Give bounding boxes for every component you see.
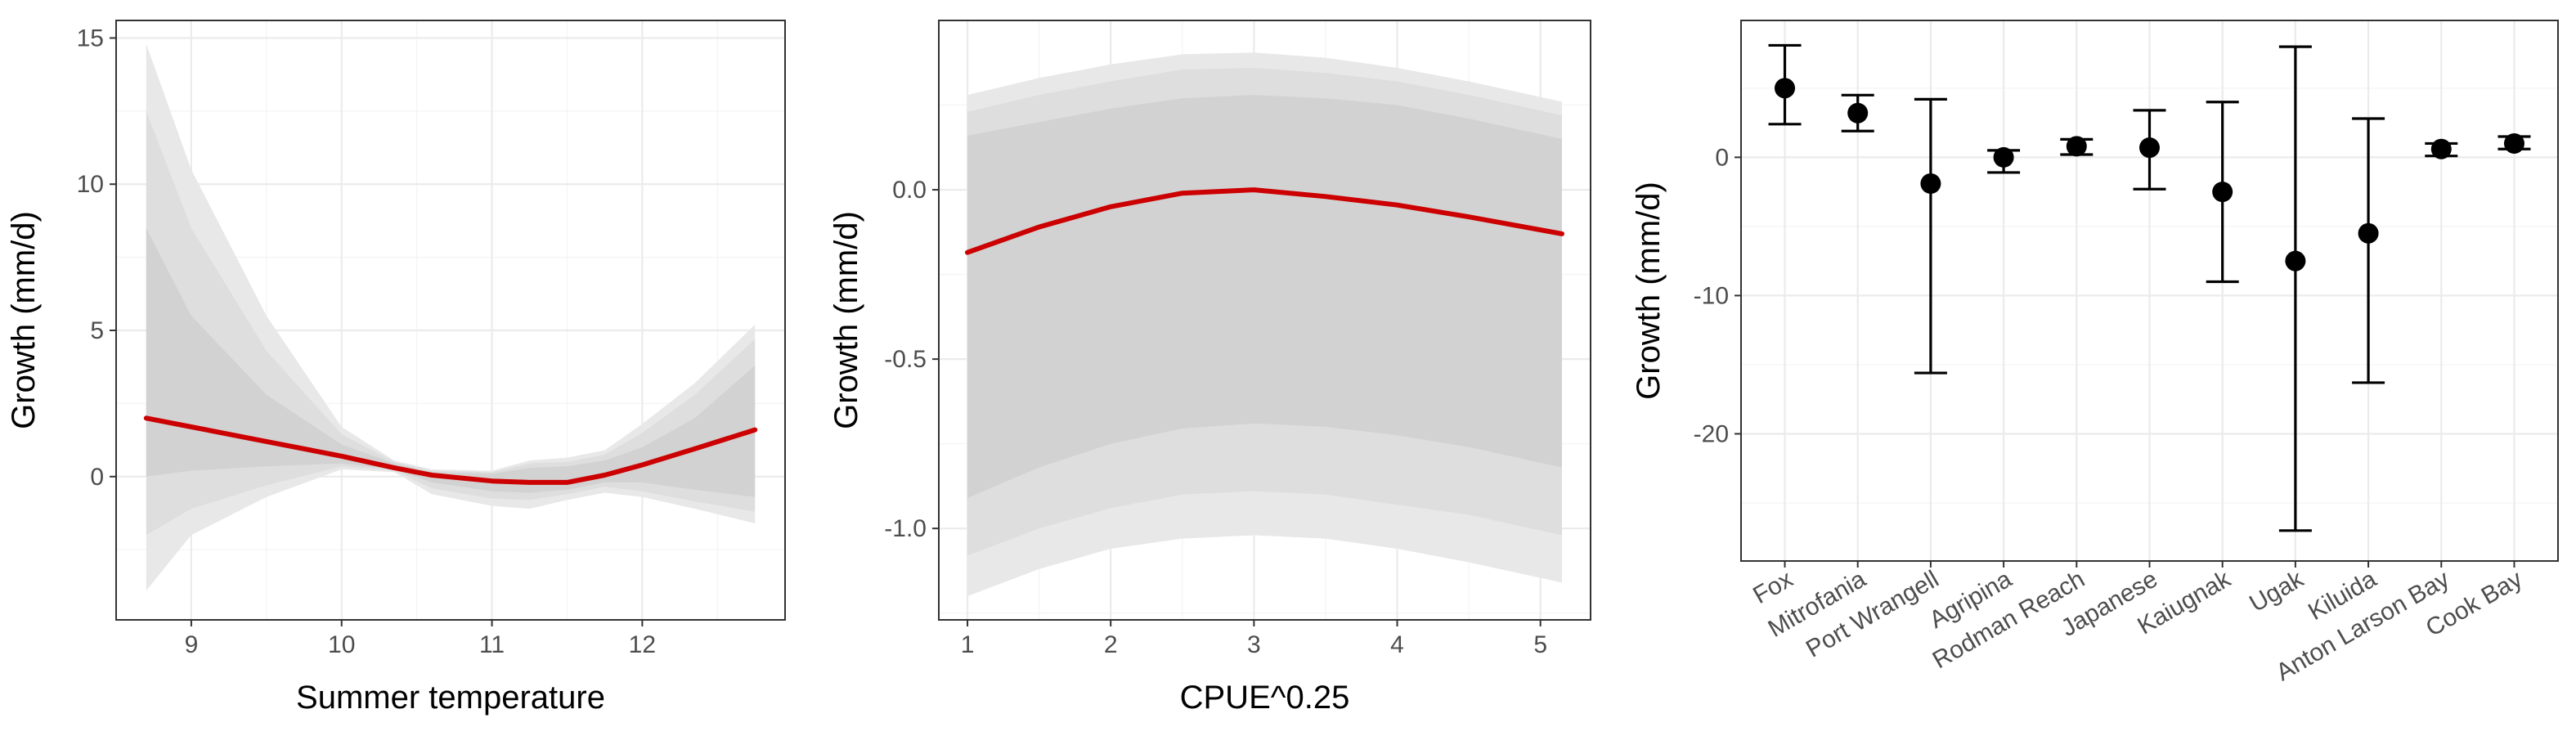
data-point <box>2212 182 2233 203</box>
y-tick-label: 0 <box>90 464 104 491</box>
errorbar-group <box>1841 93 1874 132</box>
y-tick-label: 5 <box>90 317 104 344</box>
errorbar-group <box>2497 132 2531 154</box>
x-tick-label: Ugak <box>2245 565 2309 617</box>
chart-panel-1: 0 5 10 15 9 10 11 12 Summer temperature Growth (m… <box>6 20 786 716</box>
y-tick-label: 0 <box>1715 144 1729 171</box>
data-point <box>2285 250 2306 272</box>
y-axis-title: Growth (mm/d) <box>6 211 42 429</box>
chart-panel-2: -1.0 -0.5 0.0 1 2 3 4 5 CPUE^0.25 Growth (mm/d) <box>828 20 1591 716</box>
y-axis: -1.0 -0.5 0.0 <box>884 177 939 542</box>
y-axis-title: Growth (mm/d) <box>828 211 864 429</box>
x-tick-label: 5 <box>1533 631 1547 658</box>
x-axis-title: CPUE^0.25 <box>1180 680 1350 716</box>
x-tick-label: 2 <box>1104 631 1118 658</box>
y-tick-label: 15 <box>77 25 104 52</box>
confidence-band-3 <box>967 95 1562 498</box>
confidence-band-3 <box>146 227 756 497</box>
fit-line <box>965 187 1564 255</box>
data-point <box>1847 102 1869 123</box>
data-point <box>1775 78 1796 99</box>
data-point <box>2503 132 2524 154</box>
y-tick-label: -0.5 <box>884 346 927 373</box>
y-tick-label: -20 <box>1694 420 1729 447</box>
y-tick-label: -10 <box>1694 282 1729 309</box>
x-axis-title: Summer temperature <box>296 680 605 716</box>
y-tick-label: -1.0 <box>884 515 927 542</box>
errorbar-group <box>2278 45 2312 532</box>
y-axis: 0 5 10 15 <box>77 25 116 491</box>
x-tick-label: 3 <box>1247 631 1261 658</box>
panel-border <box>938 20 1591 621</box>
x-tick-label: 12 <box>629 631 656 658</box>
data-point <box>1920 173 1941 194</box>
errorbar-group <box>2060 136 2094 157</box>
x-axis: 9 10 11 12 <box>185 620 656 658</box>
errorbar-group <box>1987 146 2021 174</box>
errorbar-group <box>2133 109 2166 191</box>
x-tick-label: 1 <box>961 631 975 658</box>
panel-border <box>115 20 786 621</box>
data-point <box>1993 146 2014 168</box>
x-axis: 1 2 3 4 5 <box>961 620 1547 658</box>
y-axis-title: Growth (mm/d) <box>1631 182 1667 400</box>
x-tick-label: Fox <box>1748 565 1797 609</box>
errorbar-group <box>2352 117 2385 384</box>
y-tick-label: 0.0 <box>892 177 927 204</box>
data-point <box>2139 137 2160 159</box>
x-tick-label: 10 <box>328 631 355 658</box>
x-tick-label: 4 <box>1390 631 1404 658</box>
y-axis: -20 -10 0 <box>1694 144 1741 447</box>
fit-line <box>143 415 758 485</box>
errorbar-group <box>2206 101 2239 284</box>
data-point <box>2358 222 2379 244</box>
data-point <box>2430 138 2452 159</box>
x-tick-label: 9 <box>185 631 199 658</box>
x-tick-label: 11 <box>479 631 505 658</box>
errorbar-group <box>1914 97 1947 375</box>
y-tick-label: 10 <box>77 171 104 198</box>
data-point <box>2066 136 2087 157</box>
errorbar-group <box>2425 138 2458 159</box>
errorbar-group <box>1768 43 1802 126</box>
